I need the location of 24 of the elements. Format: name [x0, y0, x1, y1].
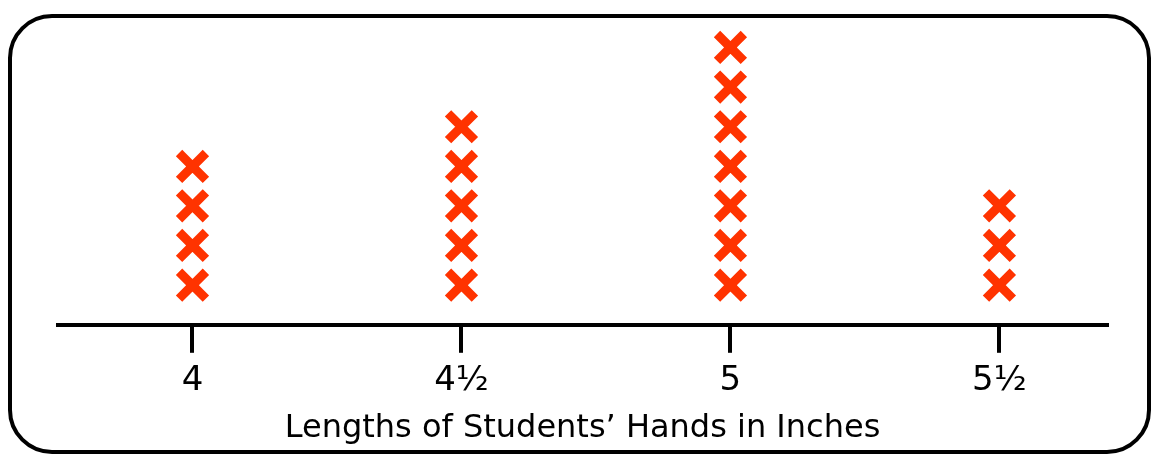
point [443, 108, 480, 145]
point [174, 187, 211, 224]
point [712, 227, 749, 264]
x-tick-label: 4 [181, 358, 204, 399]
point [443, 187, 480, 224]
point [712, 267, 749, 304]
point [712, 29, 749, 66]
point [174, 148, 211, 185]
point [712, 148, 749, 185]
point [443, 267, 480, 304]
x-axis-title: Lengths of Students’ Hands in Inches [284, 407, 881, 446]
point [981, 267, 1018, 304]
x-tick-label: 5 [719, 358, 742, 399]
point [443, 227, 480, 264]
x-tick-label: 5½ [972, 358, 1027, 399]
x-tick-label: 4½ [434, 358, 489, 399]
point [981, 187, 1018, 224]
point [712, 108, 749, 145]
point [712, 69, 749, 106]
point [174, 267, 211, 304]
point [981, 227, 1018, 264]
point [174, 227, 211, 264]
point [443, 148, 480, 185]
point [712, 187, 749, 224]
